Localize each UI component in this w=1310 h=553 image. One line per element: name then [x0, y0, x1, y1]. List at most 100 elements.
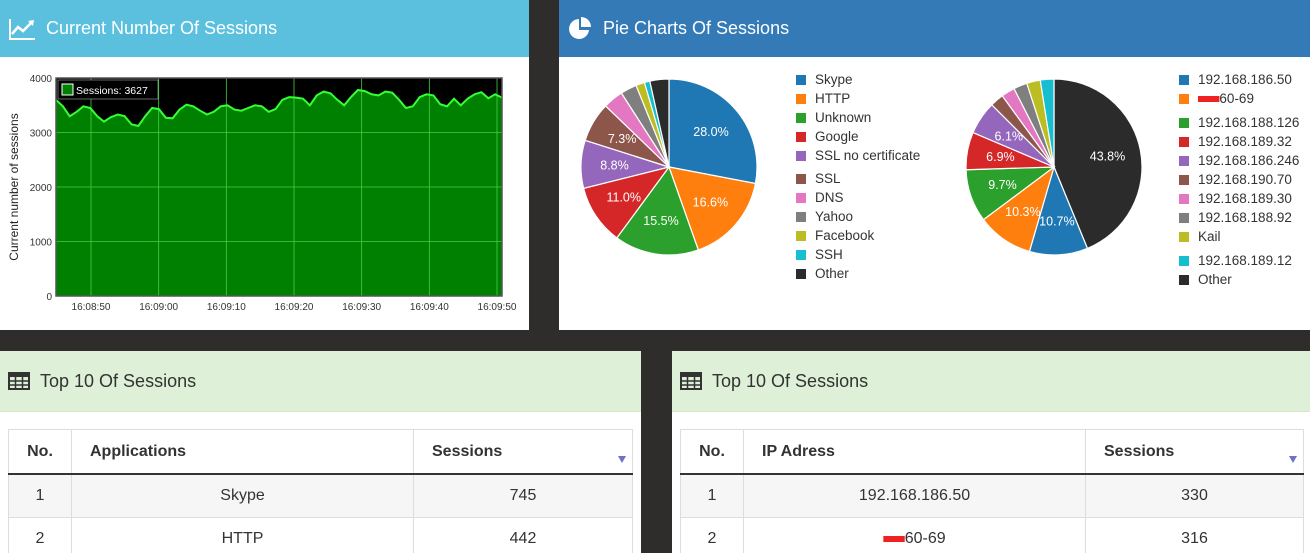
pie-panel-header: Pie Charts Of Sessions [559, 0, 1310, 57]
pie-data-label: 7.3% [608, 132, 637, 146]
col-header-no[interactable]: No. [8, 429, 72, 475]
col-header-sessions[interactable]: Sessions [1085, 429, 1304, 475]
pie-slice[interactable] [668, 78, 758, 185]
application-name: Skype [71, 473, 414, 518]
legend-item[interactable]: Facebook [796, 228, 874, 243]
sessions-area [56, 90, 502, 296]
legend-item[interactable]: 60-69 [1179, 91, 1254, 106]
legend-label: 192.168.190.70 [1198, 172, 1292, 187]
pie-data-label: 6.1% [995, 130, 1024, 144]
legend-item[interactable]: 192.168.186.246 [1179, 153, 1299, 168]
redaction-mark [883, 530, 904, 547]
ip-pie-chart: 43.8% 10.7%10.3% 9.7% 6.9% 6.1% [965, 78, 1143, 256]
legend-item[interactable]: SSH [796, 247, 843, 262]
legend-label: Yahoo [815, 209, 854, 224]
legend-item[interactable]: Skype [796, 72, 853, 87]
session-count: 745 [413, 473, 633, 518]
plot-frame [55, 77, 503, 297]
ip-address-redacted: 60-69 [743, 517, 1086, 553]
sort-desc-icon[interactable] [618, 456, 626, 463]
col-header-applications[interactable]: Applications [71, 429, 414, 475]
x-tick-label: 16:09:30 [342, 302, 381, 313]
legend-item[interactable]: Other [1179, 272, 1232, 287]
pie-slice[interactable] [649, 78, 670, 168]
sessions-area-chart: 0 1000 2000 3000 4000 16:08:50 16:09:00 16:09:1… [7, 74, 517, 313]
legend-label: Skype [815, 72, 853, 87]
legend-item[interactable]: 192.168.189.12 [1179, 253, 1292, 268]
pie-data-label: 43.8% [1090, 149, 1125, 163]
application-name: HTTP [71, 517, 414, 553]
col-header-ip-address[interactable]: IP Adress [743, 429, 1086, 475]
legend-label: 192.168.189.12 [1198, 253, 1292, 268]
legend-swatch [796, 268, 806, 279]
legend-label: Google [815, 129, 859, 144]
legend-swatch [796, 150, 806, 161]
legend-item[interactable]: Yahoo [796, 209, 853, 224]
legend-swatch [1179, 274, 1189, 285]
pie-slice[interactable] [1039, 78, 1055, 168]
ip-pie-legend: 192.168.186.50 60-69 192.168.188.126 192.1… [1179, 72, 1310, 302]
table-row: 2 HTTP 442 [8, 517, 633, 553]
legend-label: 192.168.188.92 [1198, 210, 1292, 225]
legend-item[interactable]: HTTP [796, 91, 850, 106]
legend-item[interactable]: Other [796, 266, 849, 281]
pie-data-label: 6.9% [986, 150, 1015, 164]
legend-swatch [1179, 117, 1189, 128]
legend-label: 192.168.186.246 [1198, 153, 1300, 168]
row-number: 1 [8, 473, 72, 518]
col-header-no[interactable]: No. [680, 429, 744, 475]
pie-slice[interactable] [668, 166, 757, 251]
legend-item[interactable]: 192.168.186.50 [1179, 72, 1292, 87]
sort-desc-icon[interactable] [1289, 456, 1297, 463]
legend-item[interactable]: 192.168.189.32 [1179, 134, 1292, 149]
legend-label: Other [1198, 272, 1232, 287]
legend-swatch [1179, 193, 1189, 204]
session-count: 330 [1085, 473, 1304, 518]
pie-data-label: 15.5% [643, 214, 678, 228]
legend-swatch [1179, 136, 1189, 147]
legend-swatch [1179, 255, 1189, 266]
pie-slice[interactable] [615, 165, 700, 256]
pie-data-label: 10.3% [1005, 205, 1040, 219]
legend-item[interactable]: SSL no certificate [796, 148, 920, 163]
legend-swatch [796, 249, 806, 260]
legend-label: Other [815, 266, 849, 281]
ip-address: 192.168.186.50 [743, 473, 1086, 518]
y-tick-label: 1000 [30, 238, 53, 249]
legend-label: Unknown [815, 110, 872, 125]
col-header-sessions[interactable]: Sessions [413, 429, 633, 475]
pie-data-label: 28.0% [693, 125, 728, 139]
legend-item[interactable]: Unknown [796, 110, 871, 125]
session-count: 316 [1085, 517, 1304, 553]
legend-item[interactable]: 192.168.190.70 [1179, 172, 1292, 187]
line-panel-header: Current Number Of Sessions [0, 0, 529, 57]
legend-label: DNS [815, 190, 844, 205]
legend-item[interactable]: DNS [796, 190, 844, 205]
legend-box [57, 79, 159, 100]
y-tick-label: 3000 [30, 129, 53, 140]
session-count: 442 [413, 517, 633, 553]
apps-table: No. Applications Sessions 1 Skype 745 2 … [8, 429, 633, 553]
legend-swatch [1179, 174, 1189, 185]
table-icon [680, 372, 702, 390]
legend-item[interactable]: SSL [796, 171, 841, 186]
legend-swatch [796, 211, 806, 222]
legend-item[interactable]: 192.168.188.92 [1179, 210, 1292, 225]
legend-item[interactable]: Kail [1179, 229, 1221, 244]
legend-item[interactable]: Google [796, 129, 859, 144]
table-row: 1 192.168.186.50 330 [680, 473, 1304, 518]
legend-label: HTTP [815, 91, 851, 106]
y-tick-label: 0 [46, 292, 52, 303]
legend-swatch [796, 192, 806, 203]
legend-label: Sessions: 3627 [76, 85, 148, 97]
legend-swatch [796, 74, 806, 85]
legend-item[interactable]: 192.168.188.126 [1179, 115, 1299, 130]
apps-panel-header: Top 10 Of Sessions [0, 351, 641, 412]
row-number: 1 [680, 473, 744, 518]
pie-slice[interactable] [1053, 78, 1143, 250]
pie-data-label: 10.7% [1039, 215, 1074, 229]
legend-item[interactable]: 192.168.189.30 [1179, 191, 1292, 206]
applications-pie-legend: Skype HTTP Unknown Google SSL no certificate… [796, 72, 966, 292]
legend-label: 192.168.189.30 [1198, 191, 1292, 206]
legend-swatch [1179, 231, 1189, 242]
